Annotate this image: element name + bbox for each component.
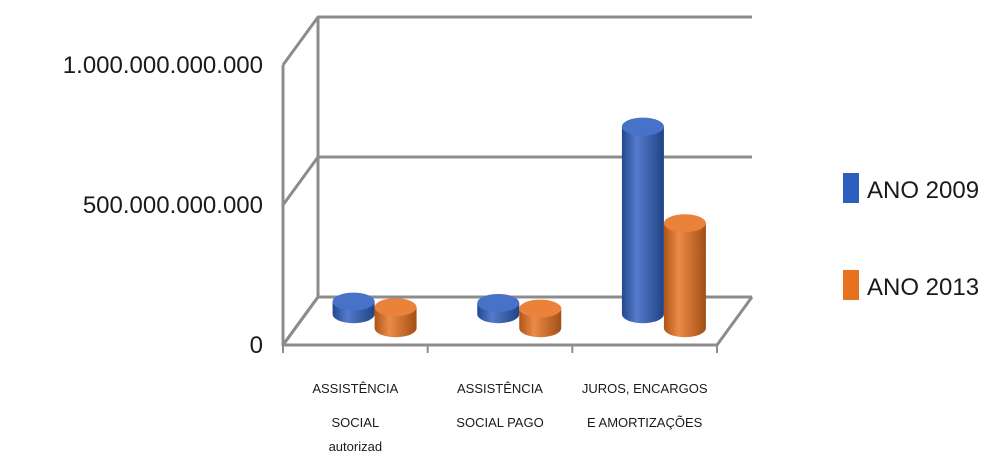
bar-top <box>621 117 664 136</box>
bar <box>663 214 706 338</box>
legend-swatch <box>843 173 859 203</box>
bar-top <box>477 294 520 312</box>
bar-body <box>663 223 706 338</box>
legend-label: ANO 2013 <box>867 274 979 301</box>
bar <box>477 294 520 324</box>
legend: ANO 2009 ANO 2013 <box>843 173 979 301</box>
y-axis-tick-label: 500.000.000.000 <box>83 192 263 219</box>
gridlines <box>281 15 752 346</box>
bar-top <box>519 299 562 318</box>
y-axis-tick-labels: 0 500.000.000.000 1.000.000.000.000 <box>63 52 263 359</box>
bars <box>332 117 706 338</box>
bar-body <box>621 126 664 324</box>
x-axis-tick-label: ASSISTÊNCIA SOCIAL PAGO <box>456 381 543 430</box>
bar-top <box>663 214 706 233</box>
bar <box>374 298 417 338</box>
x-axis-tick-labels: ASSISTÊNCIA SOCIAL autorizad ASSISTÊNCIA SOC… <box>312 381 707 454</box>
bar <box>332 292 375 324</box>
legend-item: ANO 2009 <box>843 173 979 204</box>
y-axis-tick-label: 0 <box>250 332 263 359</box>
y-axis-tick-label: 1.000.000.000.000 <box>63 52 263 79</box>
bar <box>519 299 562 338</box>
axes <box>281 65 718 353</box>
legend-label: ANO 2009 <box>867 177 979 204</box>
bar-top <box>332 292 375 311</box>
legend-swatch <box>843 270 859 300</box>
bar <box>621 117 664 324</box>
gridline <box>281 15 752 66</box>
bar-top <box>374 298 417 317</box>
legend-item: ANO 2013 <box>843 270 979 301</box>
x-axis-tick-label: JUROS, ENCARGOS E AMORTIZAÇÕES <box>582 381 708 430</box>
gridline <box>281 155 752 206</box>
gridline <box>281 295 752 346</box>
x-axis-tick-label: ASSISTÊNCIA SOCIAL autorizad <box>312 381 398 454</box>
